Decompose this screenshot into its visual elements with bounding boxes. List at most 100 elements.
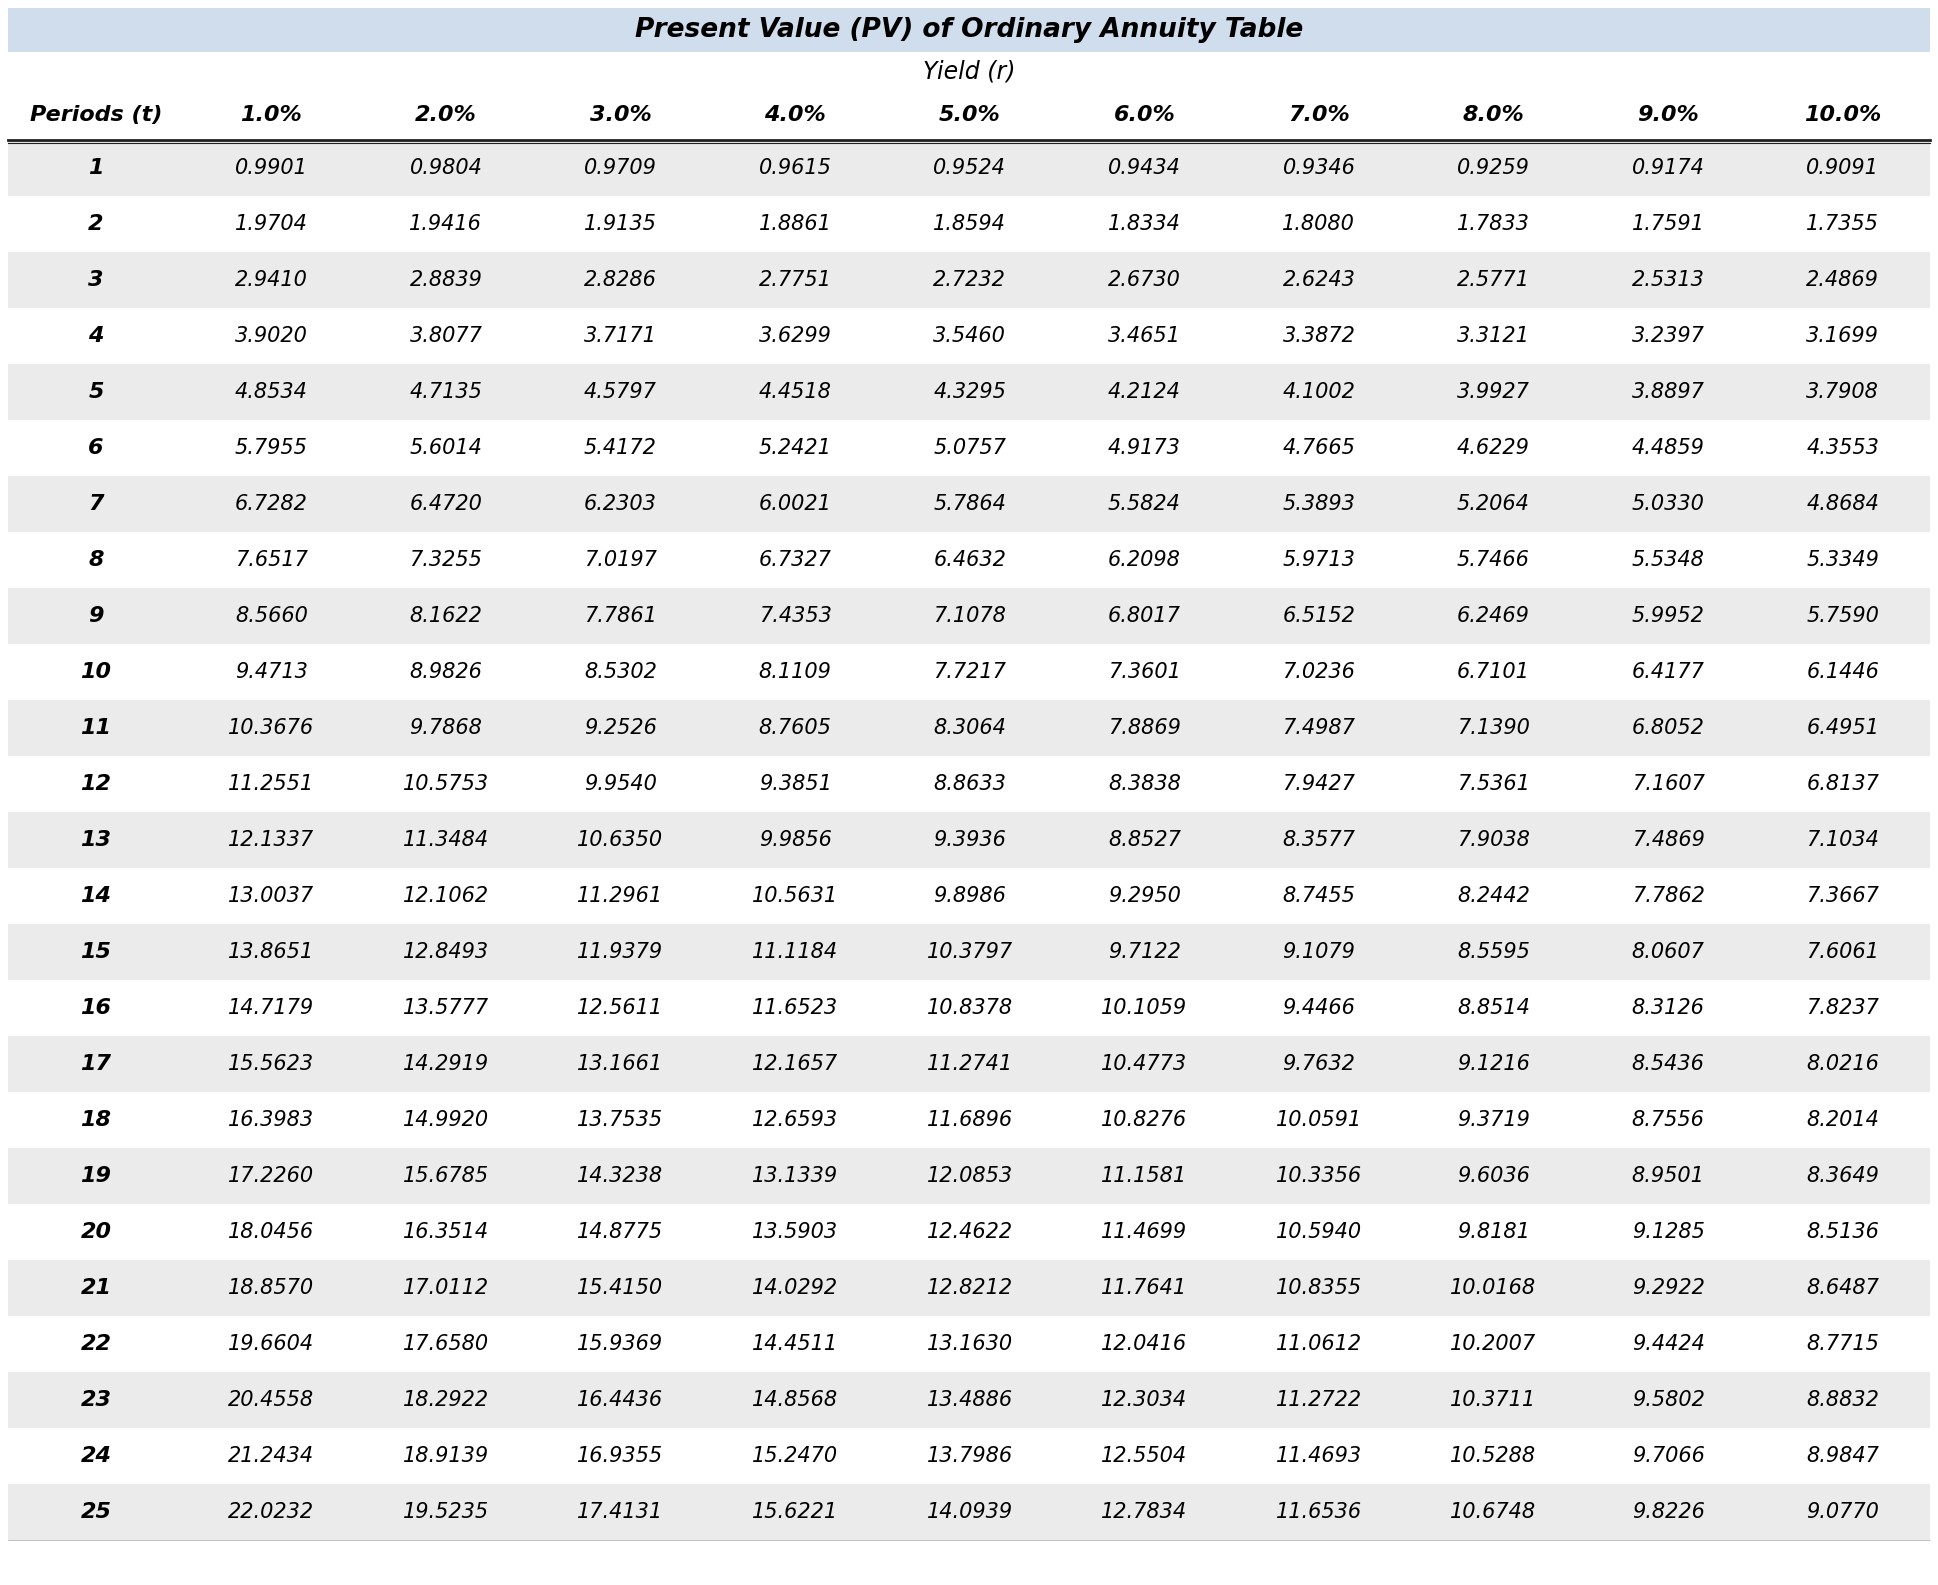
Text: 0.9174: 0.9174	[1632, 158, 1705, 178]
Text: 14.2919: 14.2919	[403, 1054, 488, 1075]
Text: 1.9416: 1.9416	[409, 214, 483, 235]
Text: 4.4518: 4.4518	[758, 382, 831, 403]
Text: Periods (t): Periods (t)	[29, 105, 163, 125]
Text: 2.7232: 2.7232	[934, 269, 1006, 290]
Text: 2.4869: 2.4869	[1806, 269, 1880, 290]
Text: 24: 24	[81, 1446, 112, 1466]
Text: 10.5631: 10.5631	[752, 886, 837, 907]
Text: 8.3649: 8.3649	[1806, 1167, 1880, 1186]
Text: 2.0%: 2.0%	[415, 105, 477, 125]
Text: 3.7908: 3.7908	[1806, 382, 1880, 403]
Text: 16: 16	[81, 999, 112, 1018]
Text: 2.5313: 2.5313	[1632, 269, 1705, 290]
Text: 9.2922: 9.2922	[1632, 1278, 1705, 1298]
Text: 7.9038: 7.9038	[1457, 831, 1529, 850]
Text: 18.0456: 18.0456	[229, 1222, 314, 1243]
Text: 10.6350: 10.6350	[578, 831, 663, 850]
Text: 7.5361: 7.5361	[1457, 773, 1529, 794]
Text: 9: 9	[89, 605, 105, 626]
Text: 7.1078: 7.1078	[934, 605, 1006, 626]
Text: 8.3126: 8.3126	[1632, 999, 1705, 1018]
Text: 18: 18	[81, 1110, 112, 1130]
Text: 2.6730: 2.6730	[1109, 269, 1180, 290]
Text: 9.4713: 9.4713	[234, 663, 308, 682]
Text: 7.7861: 7.7861	[583, 605, 657, 626]
Bar	[8, 1260, 1930, 1316]
Text: 8.2442: 8.2442	[1457, 886, 1529, 907]
Text: 3.0%: 3.0%	[589, 105, 651, 125]
Text: 8.2014: 8.2014	[1806, 1110, 1880, 1130]
Text: 8.7455: 8.7455	[1283, 886, 1355, 907]
Text: 3.5460: 3.5460	[934, 327, 1006, 346]
Text: 8.8633: 8.8633	[934, 773, 1006, 794]
Text: 6.8137: 6.8137	[1806, 773, 1880, 794]
Text: 23: 23	[81, 1390, 112, 1411]
Text: 7.3601: 7.3601	[1109, 663, 1180, 682]
Text: 5.7864: 5.7864	[934, 495, 1006, 514]
Text: 10.3797: 10.3797	[926, 941, 1014, 962]
Text: 3.4651: 3.4651	[1109, 327, 1180, 346]
Text: 8.3577: 8.3577	[1283, 831, 1355, 850]
Bar	[8, 924, 1930, 980]
Bar	[8, 1148, 1930, 1205]
Text: 9.1216: 9.1216	[1457, 1054, 1529, 1075]
Text: 13.1630: 13.1630	[926, 1335, 1014, 1354]
Bar	[8, 812, 1930, 869]
Text: 11.0612: 11.0612	[1275, 1335, 1362, 1354]
Text: 18.9139: 18.9139	[403, 1446, 488, 1466]
Text: 9.7868: 9.7868	[409, 718, 483, 739]
Text: 13: 13	[81, 831, 112, 850]
Text: 19.6604: 19.6604	[229, 1335, 314, 1354]
Text: 5.3349: 5.3349	[1806, 550, 1880, 571]
Text: 11.7641: 11.7641	[1101, 1278, 1188, 1298]
Bar	[8, 307, 1930, 365]
Text: 6.2098: 6.2098	[1109, 550, 1180, 571]
Text: 7.0236: 7.0236	[1283, 663, 1355, 682]
Text: 8.5660: 8.5660	[234, 605, 308, 626]
Text: 14.3238: 14.3238	[578, 1167, 663, 1186]
Text: 19: 19	[81, 1167, 112, 1186]
Text: 15.9369: 15.9369	[578, 1335, 663, 1354]
Text: 10.6748: 10.6748	[1450, 1503, 1537, 1522]
Text: 13.1339: 13.1339	[752, 1167, 837, 1186]
Text: 17.4131: 17.4131	[578, 1503, 663, 1522]
Text: 3: 3	[89, 269, 105, 290]
Text: 9.6036: 9.6036	[1457, 1167, 1529, 1186]
Text: 5.5348: 5.5348	[1632, 550, 1705, 571]
Text: 5.7590: 5.7590	[1806, 605, 1880, 626]
Text: 8.3064: 8.3064	[934, 718, 1006, 739]
Text: 5: 5	[89, 382, 105, 403]
Text: Yield (r): Yield (r)	[922, 59, 1016, 82]
Text: 8.3838: 8.3838	[1109, 773, 1180, 794]
Text: 14.8568: 14.8568	[752, 1390, 837, 1411]
Bar	[8, 869, 1930, 924]
Text: 12.8212: 12.8212	[926, 1278, 1014, 1298]
Text: 9.8986: 9.8986	[934, 886, 1006, 907]
Text: 4: 4	[89, 327, 105, 346]
Text: 5.9713: 5.9713	[1283, 550, 1355, 571]
Text: 1.8861: 1.8861	[758, 214, 831, 235]
Text: 2.8839: 2.8839	[409, 269, 483, 290]
Text: 6.4632: 6.4632	[934, 550, 1006, 571]
Text: 9.0770: 9.0770	[1806, 1503, 1880, 1522]
Text: 12: 12	[81, 773, 112, 794]
Text: 1.7355: 1.7355	[1806, 214, 1880, 235]
Text: 12.7834: 12.7834	[1101, 1503, 1188, 1522]
Text: 3.9927: 3.9927	[1457, 382, 1529, 403]
Text: 10.5753: 10.5753	[403, 773, 488, 794]
Bar	[8, 252, 1930, 307]
Text: 4.6229: 4.6229	[1457, 437, 1529, 458]
Text: 10.1059: 10.1059	[1101, 999, 1188, 1018]
Text: 3.8077: 3.8077	[409, 327, 483, 346]
Text: 21.2434: 21.2434	[229, 1446, 314, 1466]
Text: 17: 17	[81, 1054, 112, 1075]
Text: 4.8684: 4.8684	[1806, 495, 1880, 514]
Text: 14.0939: 14.0939	[926, 1503, 1014, 1522]
Bar	[8, 1205, 1930, 1260]
Text: 8.6487: 8.6487	[1806, 1278, 1880, 1298]
Text: 6.4951: 6.4951	[1806, 718, 1880, 739]
Text: 9.8226: 9.8226	[1632, 1503, 1705, 1522]
Text: 8.9847: 8.9847	[1806, 1446, 1880, 1466]
Text: 7.0197: 7.0197	[583, 550, 657, 571]
Text: 7.1607: 7.1607	[1632, 773, 1705, 794]
